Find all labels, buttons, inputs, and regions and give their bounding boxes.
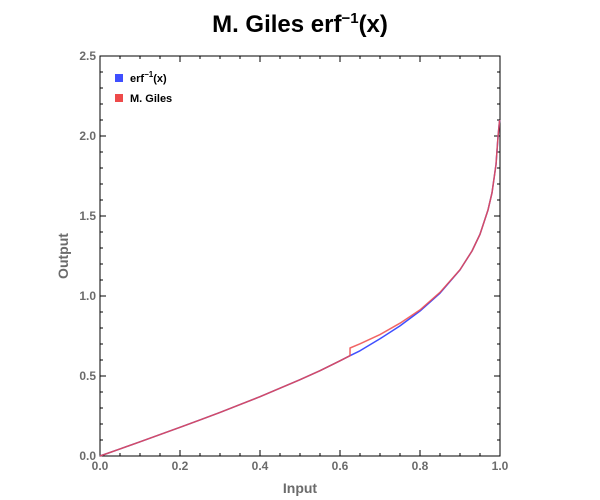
legend-label-giles: M. Giles <box>130 93 172 105</box>
tick-labels: 0.0 0.2 0.4 0.6 0.8 1.0 0.0 0.5 1.0 1.5 2.0 2.5 <box>79 49 508 473</box>
legend-erfinv-main: erf <box>130 73 144 85</box>
x-tick-label: 0.6 <box>332 459 349 473</box>
x-tick-label: 1.0 <box>492 459 509 473</box>
plot-frame <box>99 55 501 457</box>
legend-swatch-erfinv <box>115 74 123 82</box>
series-line-erfinv <box>99 119 501 457</box>
x-axis-label: Input <box>283 480 318 496</box>
chart-title-tail: (x) <box>359 11 388 38</box>
y-tick-label: 0.0 <box>79 449 96 463</box>
chart-title: M. Giles erf−1(x) <box>212 10 388 38</box>
chart-title-main: M. Giles erf <box>212 11 342 38</box>
y-axis-label: Output <box>55 233 71 279</box>
x-tick-label: 0.2 <box>172 459 189 473</box>
legend-erfinv-sup: −1 <box>144 70 154 79</box>
legend-swatch-giles <box>115 94 123 102</box>
y-tick-label: 0.5 <box>79 369 96 383</box>
series-group <box>99 119 501 457</box>
x-tick-label: 0.4 <box>252 459 269 473</box>
y-tick-label: 1.5 <box>79 209 96 223</box>
legend: erf−1(x) M. Giles <box>115 70 172 105</box>
y-tick-label: 2.0 <box>79 129 96 143</box>
series-line-giles <box>99 119 501 457</box>
x-tick-label: 0.8 <box>412 459 429 473</box>
x-tick-label: 0.0 <box>92 459 109 473</box>
y-tick-label: 1.0 <box>79 289 96 303</box>
chart-title-sup: −1 <box>341 10 358 27</box>
legend-erfinv-tail: (x) <box>153 73 167 85</box>
y-tick-label: 2.5 <box>79 49 96 63</box>
legend-label-erfinv: erf−1(x) <box>130 70 167 85</box>
tick-marks <box>99 55 501 457</box>
